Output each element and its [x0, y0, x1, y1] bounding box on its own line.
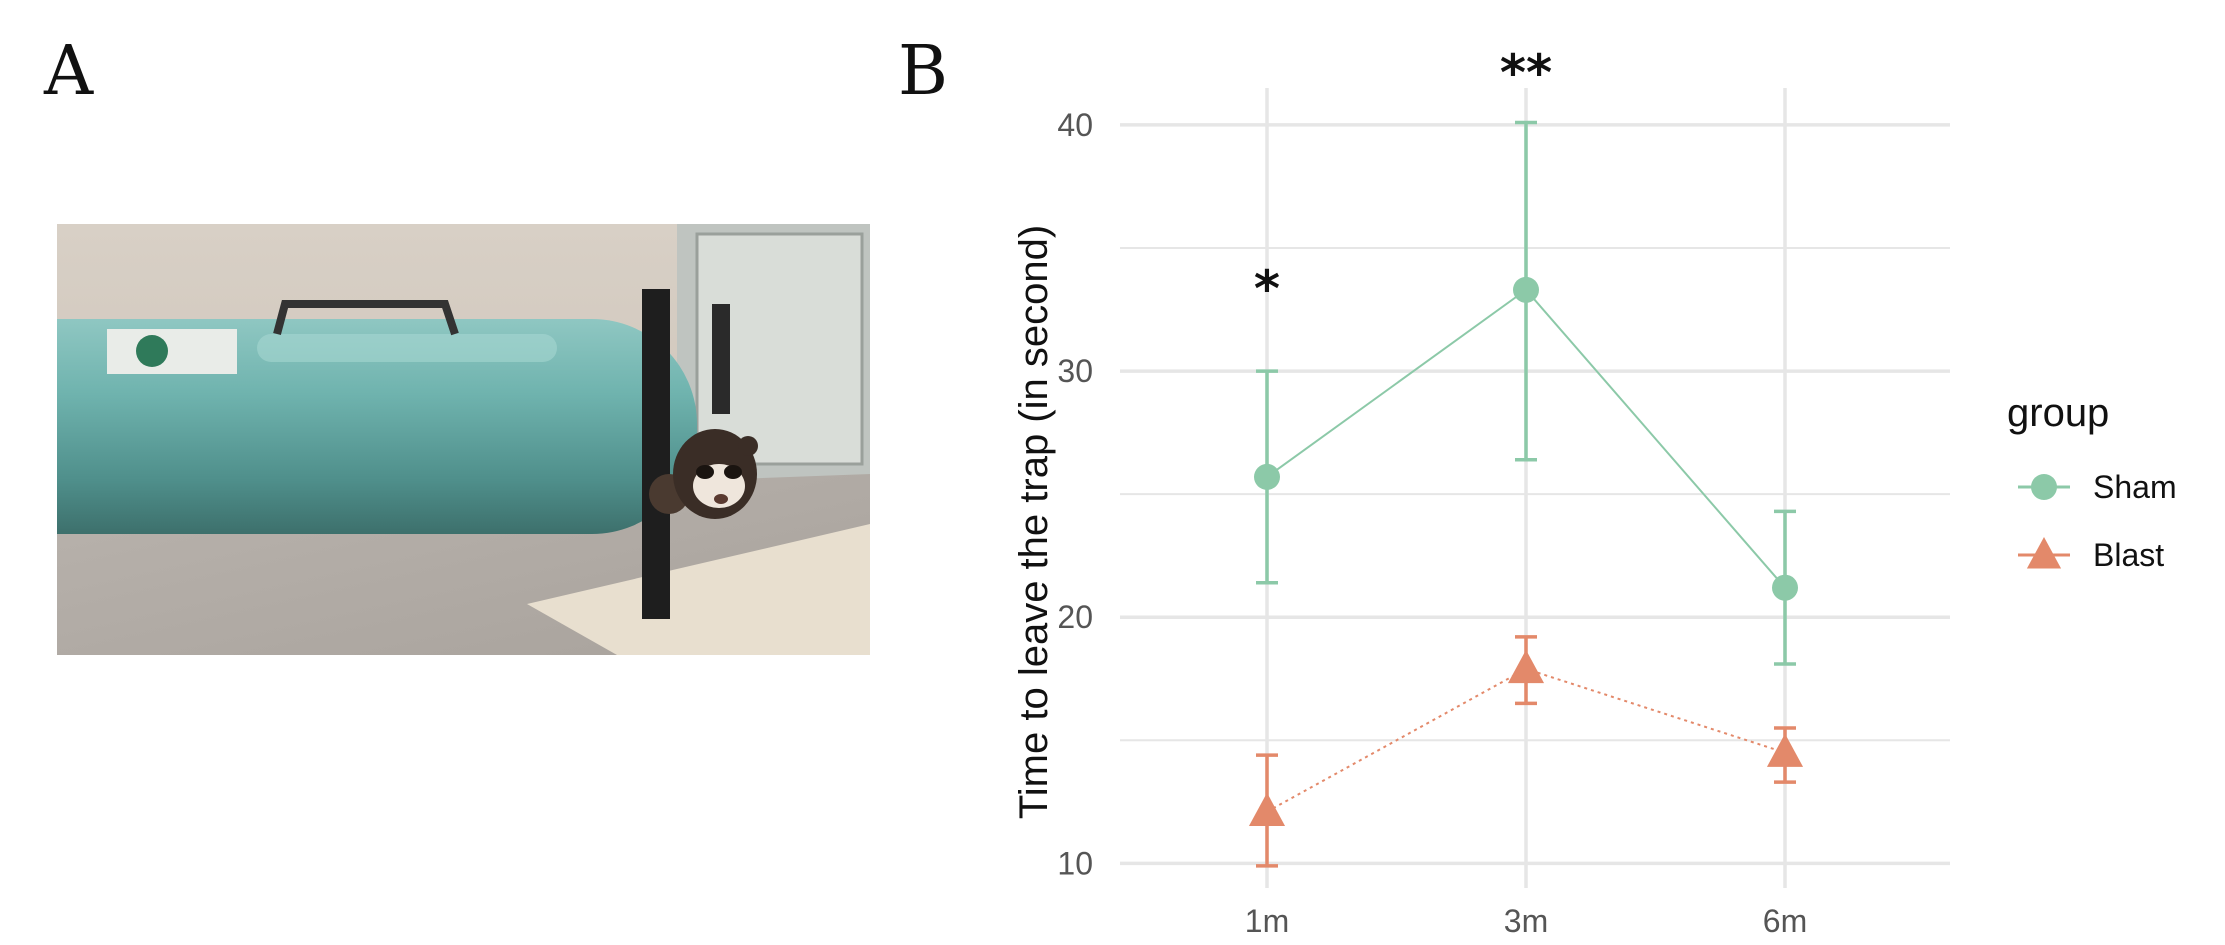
sham-point	[1513, 276, 1539, 303]
x-tick-label: 1m	[1245, 903, 1289, 939]
legend-item-blast: Blast	[2018, 537, 2164, 573]
series-sham	[1254, 120, 1798, 666]
significance-marker: **	[1500, 44, 1552, 102]
y-tick-label: 10	[1057, 845, 1093, 881]
blast-point	[1248, 792, 1286, 826]
y-tick-label: 30	[1057, 353, 1093, 389]
chart-grid	[1120, 88, 1950, 888]
chart-legend: group Sham Blast	[2007, 391, 2177, 573]
y-tick-label: 40	[1057, 107, 1093, 143]
chart-series	[1248, 120, 1804, 868]
legend-label-sham: Sham	[2093, 469, 2177, 505]
sham-point	[1772, 574, 1798, 601]
x-tick-label: 3m	[1504, 903, 1548, 939]
blast-point	[1507, 649, 1545, 684]
legend-marker-blast	[2026, 537, 2062, 569]
sham-point	[1254, 463, 1280, 490]
y-axis-label: Time to leave the trap (in second)	[1012, 225, 1056, 819]
ferret-trap-photo	[57, 224, 870, 655]
panel-b-label: B	[898, 32, 948, 111]
chart-ticks: 10 20 30 40 1m 3m 6m	[1057, 107, 1807, 939]
legend-title: group	[2007, 391, 2109, 435]
panel-a-label: A	[44, 32, 94, 111]
y-tick-label: 20	[1057, 599, 1093, 635]
legend-label-blast: Blast	[2093, 537, 2164, 573]
legend-item-sham: Sham	[2018, 469, 2177, 505]
x-tick-label: 6m	[1763, 903, 1807, 939]
chart-annotations: ***	[1254, 44, 1552, 318]
legend-marker-sham	[2031, 474, 2057, 500]
significance-marker: *	[1254, 260, 1280, 318]
series-blast	[1248, 635, 1804, 868]
blast-point	[1766, 733, 1804, 767]
